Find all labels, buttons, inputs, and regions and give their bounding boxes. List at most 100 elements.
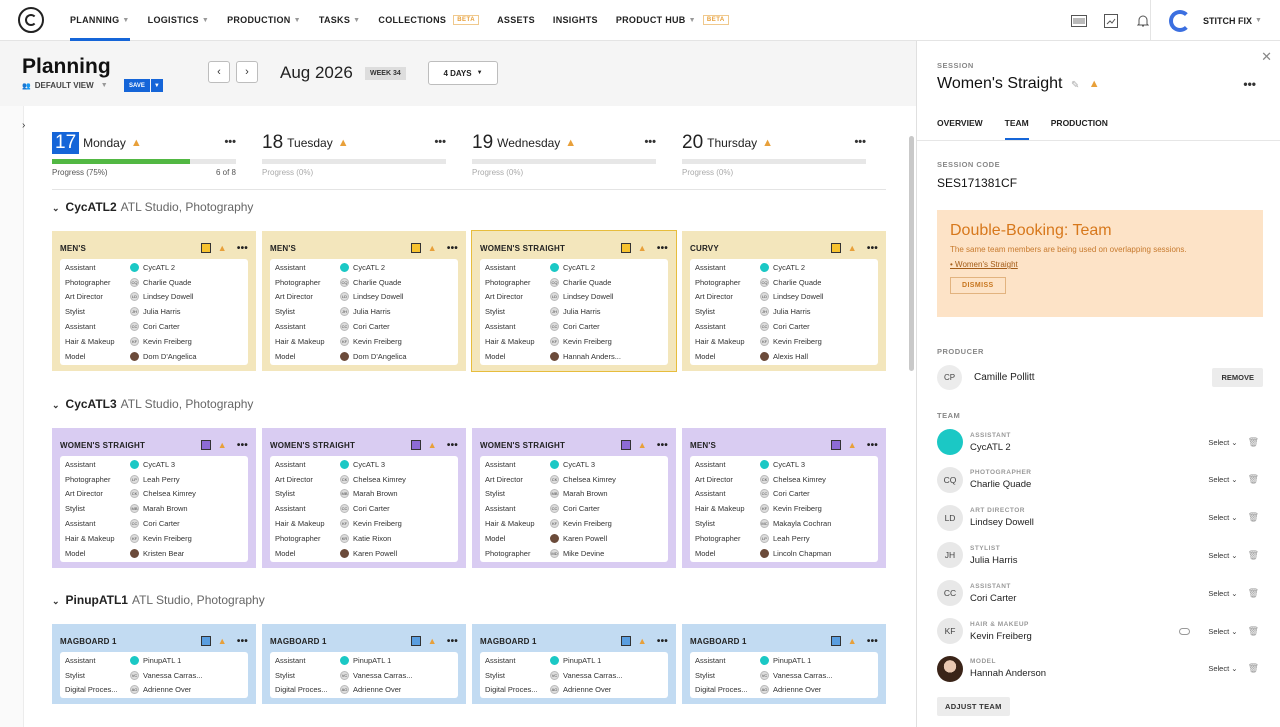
card-more-options-icon[interactable]: ••• — [446, 439, 458, 451]
session-card[interactable]: CURVY ▲ ••• Assistant CycATL 2 Photographer CQ… — [682, 231, 886, 371]
color-swatch[interactable] — [830, 636, 841, 646]
session-card[interactable]: WOMEN'S STRAIGHT ▲ ••• Assistant CycATL 3 Art… — [472, 428, 676, 568]
alert-link-text[interactable]: Women's Straight — [955, 260, 1018, 269]
color-swatch[interactable] — [200, 243, 211, 253]
team-row[interactable]: Stylist VC Vanessa Carras... — [270, 668, 458, 683]
prev-week-button[interactable]: ‹ — [208, 61, 230, 83]
color-swatch[interactable] — [200, 440, 211, 450]
day-more-options-icon[interactable]: ••• — [644, 136, 656, 148]
team-row[interactable]: Photographer MD Mike Devine — [480, 546, 668, 561]
nav-item-planning[interactable]: PLANNING ▼ — [70, 0, 130, 41]
team-row[interactable]: Assistant CC Cori Carter — [270, 319, 458, 334]
color-swatch[interactable] — [620, 243, 631, 253]
team-row[interactable]: Assistant PinupATL 1 — [690, 653, 878, 668]
team-row[interactable]: Stylist JH Julia Harris — [690, 304, 878, 319]
team-row[interactable]: Hair & Makeup KF Kevin Freiberg — [480, 516, 668, 531]
color-swatch[interactable] — [620, 636, 631, 646]
trash-icon[interactable]: 🗑 — [1247, 663, 1259, 674]
team-row[interactable]: Model Lincoln Chapman — [690, 546, 878, 561]
team-row[interactable]: Assistant CycATL 3 — [270, 457, 458, 472]
team-row[interactable]: Photographer CQ Charlie Quade — [270, 275, 458, 290]
trash-icon[interactable]: 🗑 — [1247, 512, 1259, 523]
next-week-button[interactable]: › — [236, 61, 258, 83]
nav-item-tasks[interactable]: TASKS ▼ — [319, 0, 361, 41]
card-more-options-icon[interactable]: ••• — [446, 242, 458, 254]
team-row[interactable]: Model Kristen Bear — [60, 546, 248, 561]
team-row[interactable]: Photographer LP Leah Perry — [690, 531, 878, 546]
card-more-options-icon[interactable]: ••• — [236, 635, 248, 647]
card-more-options-icon[interactable]: ••• — [656, 439, 668, 451]
nav-item-insights[interactable]: INSIGHTS — [553, 0, 598, 41]
nav-item-logistics[interactable]: LOGISTICS ▼ — [148, 0, 209, 41]
team-row[interactable]: Stylist MB Marah Brown — [270, 487, 458, 502]
team-row[interactable]: Hair & Makeup KF Kevin Freiberg — [60, 334, 248, 349]
team-row[interactable]: Photographer LP Leah Perry — [60, 472, 248, 487]
team-row[interactable]: Stylist VC Vanessa Carras... — [60, 668, 248, 683]
barcode-icon[interactable] — [1070, 12, 1088, 30]
card-more-options-icon[interactable]: ••• — [866, 242, 878, 254]
card-more-options-icon[interactable]: ••• — [866, 439, 878, 451]
trash-icon[interactable]: 🗑 — [1247, 474, 1259, 485]
team-row[interactable]: Stylist JH Julia Harris — [480, 304, 668, 319]
color-swatch[interactable] — [410, 243, 421, 253]
team-row[interactable]: Assistant CC Cori Carter — [60, 516, 248, 531]
team-row[interactable]: Assistant CycATL 2 — [60, 260, 248, 275]
day-more-options-icon[interactable]: ••• — [434, 136, 446, 148]
team-row[interactable]: Stylist VC Vanessa Carras... — [480, 668, 668, 683]
trash-icon[interactable]: 🗑 — [1247, 587, 1259, 598]
session-card[interactable]: MEN'S ▲ ••• Assistant CycATL 3 Art Director CK… — [682, 428, 886, 568]
team-row[interactable]: Assistant CC Cori Carter — [690, 319, 878, 334]
team-row[interactable]: Hair & Makeup KF Kevin Freiberg — [480, 334, 668, 349]
role-select[interactable]: Select ⌄ — [1208, 627, 1237, 636]
group-header[interactable]: ⌄ CycATL2 ATL Studio, Photography — [52, 200, 253, 214]
card-more-options-icon[interactable]: ••• — [236, 242, 248, 254]
role-select[interactable]: Select ⌄ — [1208, 551, 1237, 560]
team-row[interactable]: Hair & Makeup KF Kevin Freiberg — [270, 516, 458, 531]
team-row[interactable]: Assistant CC Cori Carter — [270, 501, 458, 516]
session-card[interactable]: MAGBOARD 1 ▲ ••• Assistant PinupATL 1 Stylist… — [472, 624, 676, 705]
nav-item-assets[interactable]: ASSETS — [497, 0, 535, 41]
team-row[interactable]: Model Dom D'Angelica — [270, 349, 458, 364]
session-card[interactable]: MEN'S ▲ ••• Assistant CycATL 2 Photographer CQ… — [262, 231, 466, 371]
tab-team[interactable]: TEAM — [1004, 118, 1029, 140]
team-row[interactable]: Art Director LD Lindsey Dowell — [480, 290, 668, 305]
team-row[interactable]: Model Alexis Hall — [690, 349, 878, 364]
role-select[interactable]: Select ⌄ — [1208, 438, 1237, 447]
team-row[interactable]: Assistant CycATL 2 — [270, 260, 458, 275]
trash-icon[interactable]: 🗑 — [1247, 436, 1259, 447]
scrollbar[interactable] — [909, 136, 914, 371]
nav-item-collections[interactable]: COLLECTIONS BETA — [378, 0, 480, 41]
team-row[interactable]: Stylist MB Marah Brown — [480, 487, 668, 502]
nav-item-production[interactable]: PRODUCTION ▼ — [227, 0, 301, 41]
group-header[interactable]: ⌄ PinupATL1 ATL Studio, Photography — [52, 593, 265, 607]
team-row[interactable]: Assistant CC Cori Carter — [480, 319, 668, 334]
team-row[interactable]: Digital Proces... AO Adrienne Over — [480, 683, 668, 698]
team-row[interactable]: Model Karen Powell — [480, 531, 668, 546]
image-icon[interactable] — [1102, 12, 1120, 30]
session-card[interactable]: WOMEN'S STRAIGHT ▲ ••• Assistant CycATL 2 Pho… — [471, 230, 677, 372]
team-row[interactable]: Photographer CQ Charlie Quade — [60, 275, 248, 290]
app-logo-icon[interactable] — [18, 7, 44, 33]
team-row[interactable]: Art Director CK Chelsea Kimrey — [690, 472, 878, 487]
brand-switcher[interactable]: STITCH FIX ▼ — [1150, 0, 1280, 41]
color-swatch[interactable] — [410, 440, 421, 450]
team-row[interactable]: Hair & Makeup KF Kevin Freiberg — [690, 501, 878, 516]
team-row[interactable]: Hair & Makeup KF Kevin Freiberg — [60, 531, 248, 546]
save-button[interactable]: SAVE ▼ — [124, 79, 163, 92]
team-row[interactable]: Assistant CC Cori Carter — [60, 319, 248, 334]
card-more-options-icon[interactable]: ••• — [446, 635, 458, 647]
team-row[interactable]: Hair & Makeup KF Kevin Freiberg — [690, 334, 878, 349]
team-row[interactable]: Art Director CK Chelsea Kimrey — [270, 472, 458, 487]
close-icon[interactable]: ✕ — [1261, 49, 1272, 64]
team-row[interactable]: Digital Proces... AO Adrienne Over — [60, 683, 248, 698]
card-more-options-icon[interactable]: ••• — [656, 242, 668, 254]
team-row[interactable]: Art Director LD Lindsey Dowell — [690, 290, 878, 305]
card-more-options-icon[interactable]: ••• — [656, 635, 668, 647]
adjust-team-button[interactable]: ADJUST TEAM — [937, 697, 1010, 716]
role-select[interactable]: Select ⌄ — [1208, 475, 1237, 484]
day-more-options-icon[interactable]: ••• — [854, 136, 866, 148]
tab-overview[interactable]: OVERVIEW — [937, 118, 983, 128]
more-options-icon[interactable]: ••• — [1243, 77, 1256, 91]
card-more-options-icon[interactable]: ••• — [236, 439, 248, 451]
bell-icon[interactable] — [1134, 12, 1152, 30]
